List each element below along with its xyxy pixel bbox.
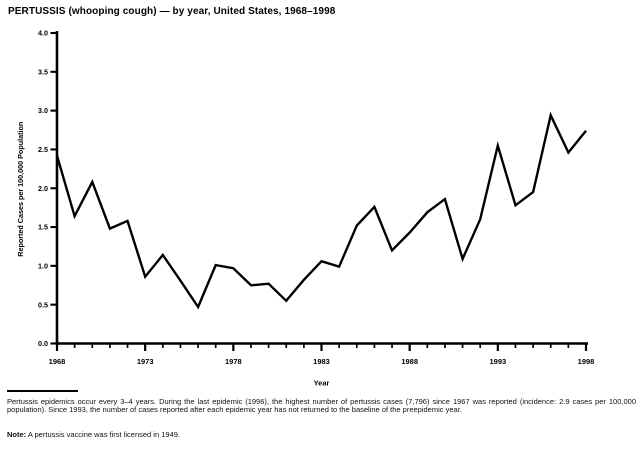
- data-line: [55, 111, 587, 310]
- footnote-divider-rule: [7, 390, 78, 393]
- x-tick-label: 1988: [401, 357, 418, 366]
- y-tick-label: 1.5: [38, 223, 48, 232]
- x-tick-label: 1993: [489, 357, 506, 366]
- y-tick-label: 4.0: [38, 29, 48, 38]
- y-tick-label: 3.5: [38, 67, 48, 76]
- y-axis-title: Reported Cases per 100,000 Population: [16, 122, 25, 257]
- y-tick-label: 2.0: [38, 184, 48, 193]
- chart-title: PERTUSSIS (whooping cough) — by year, Un…: [8, 6, 336, 17]
- y-tick-label: 3.0: [38, 106, 48, 115]
- y-tick-label: 1.0: [38, 261, 48, 270]
- x-tick-label: 1998: [578, 357, 595, 366]
- note-text: A pertussis vaccine was first licensed i…: [26, 430, 180, 439]
- y-tick-label: 2.5: [38, 145, 48, 154]
- x-tick-label: 1983: [313, 357, 330, 366]
- footnote-note-line: Note: A pertussis vaccine was first lice…: [7, 430, 636, 439]
- y-tick-label: 0.0: [38, 339, 48, 348]
- x-tick-label: 1968: [49, 357, 66, 366]
- x-tick-label: 1978: [225, 357, 242, 366]
- y-tick-label: 0.5: [38, 300, 48, 309]
- note-label: Note:: [7, 430, 27, 439]
- x-tick-label: 1973: [137, 357, 154, 366]
- footnote-text: Pertussis epidemics occur every 3–4 year…: [7, 397, 636, 415]
- x-axis-title: Year: [314, 379, 330, 388]
